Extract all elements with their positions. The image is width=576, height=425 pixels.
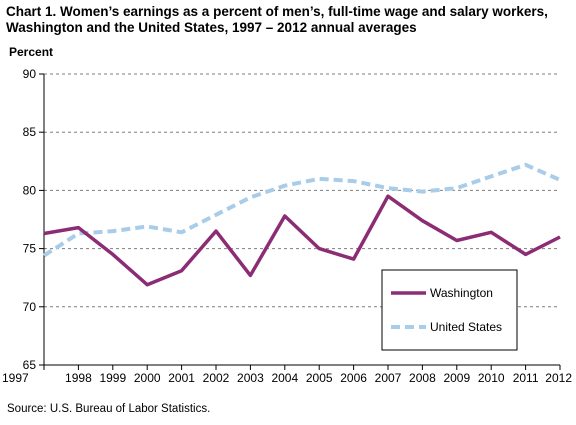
x-tick-labels: 1997 1998 1999 2000 2001 2002 2003 2004 2005 2006… [2, 371, 572, 385]
y-tick-label: 70 [23, 300, 37, 314]
axes [43, 74, 561, 370]
x-tick-label: 2003 [237, 371, 264, 385]
x-tick-label: 2007 [375, 371, 402, 385]
chart-title: Chart 1. Women’s earnings as a percent o… [6, 4, 571, 36]
legend: Washington United States [381, 269, 518, 351]
legend-box [381, 269, 518, 351]
source-note: Source: U.S. Bureau of Labor Statistics. [7, 403, 211, 415]
legend-label-united-states: United States [430, 320, 502, 334]
x-tick-label: 2008 [409, 371, 436, 385]
x-tick-label: 2006 [340, 371, 367, 385]
gridlines [39, 73, 560, 366]
series-lines [42, 162, 561, 287]
x-tick-label: 2009 [443, 371, 470, 385]
legend-label-washington: Washington [430, 286, 493, 300]
series-line-washington [43, 194, 561, 287]
x-tick-label: 1999 [99, 371, 126, 385]
x-tick-label: 2005 [306, 371, 333, 385]
x-tick-label: 2012 [545, 371, 572, 385]
y-axis-title: Percent [9, 45, 53, 59]
x-tick-label: 2011 [513, 371, 539, 385]
y-tick-label: 80 [23, 183, 37, 197]
y-tick-labels: 65 70 75 80 85 90 [23, 67, 37, 372]
x-tick-label: 2004 [271, 371, 298, 385]
chart-title-line-1: Chart 1. Women’s earnings as a percent o… [6, 4, 548, 19]
y-tick-label: 85 [23, 125, 37, 139]
y-tick-label: 90 [23, 67, 37, 81]
y-tick-label: 75 [23, 242, 37, 256]
x-tick-label: 2010 [478, 371, 505, 385]
x-tick-label: 2000 [134, 371, 161, 385]
x-tick-label: 2002 [203, 371, 230, 385]
x-tick-label: 1998 [65, 371, 92, 385]
x-tick-label: 2001 [168, 371, 195, 385]
chart-title-line-2: Washington and the United States, 1997 –… [6, 20, 417, 35]
x-tick-label: 1997 [2, 371, 29, 385]
series-line-united-states [42, 162, 561, 258]
y-tick-label: 65 [23, 358, 37, 372]
